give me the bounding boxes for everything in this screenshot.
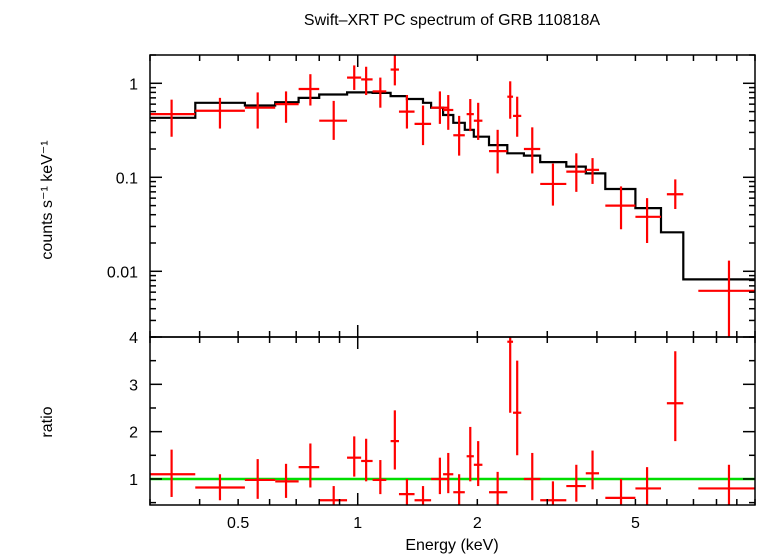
data-point [390, 55, 399, 86]
top-panel-frame [149, 54, 756, 338]
y-tick-label: 1 [129, 76, 138, 93]
data-point [585, 158, 600, 184]
data-point [666, 179, 684, 209]
data-point [431, 91, 449, 124]
top-ylabel: counts s⁻¹ keV⁻¹ [39, 140, 56, 259]
ratio-point [566, 464, 586, 502]
y-tick-label: 3 [129, 377, 138, 394]
data-point [523, 127, 541, 174]
data-point [414, 105, 432, 146]
data-point [398, 95, 415, 129]
x-tick-label: 0.5 [227, 515, 249, 532]
data-point [507, 81, 514, 119]
x-tick-label: 1 [353, 515, 362, 532]
ratio-point [466, 426, 474, 482]
ratio-point [414, 486, 432, 505]
ratio-point [319, 486, 348, 505]
data-point [605, 186, 636, 230]
top-panel-data [150, 55, 755, 337]
ratio-point [361, 438, 373, 482]
ratio-point [513, 360, 522, 456]
data-point [513, 96, 522, 137]
y-tick-label: 0.1 [116, 170, 138, 187]
ratio-point [244, 459, 276, 499]
model-step-line [150, 91, 755, 281]
data-point [488, 129, 508, 174]
plot-layer: 0.5 1 2 5 0.01 0.1 1 1 2 3 4 [107, 54, 756, 532]
data-point [443, 95, 454, 130]
ratio-point [585, 450, 600, 490]
data-point [347, 65, 362, 90]
ratio-point [347, 436, 362, 477]
ratio-point [698, 464, 755, 505]
data-point [473, 102, 483, 140]
ratio-point [372, 460, 387, 495]
data-point [298, 74, 320, 106]
data-point [566, 153, 586, 192]
ratio-point [523, 452, 541, 501]
bottom-ylabel: ratio [39, 406, 56, 437]
ratio-point [150, 449, 196, 497]
data-point [195, 97, 245, 129]
data-point [150, 99, 196, 137]
bottom-panel-frame [149, 336, 756, 506]
ratio-point [488, 471, 508, 505]
data-point [540, 163, 567, 206]
ratio-point [507, 337, 514, 413]
ratio-point [195, 474, 245, 501]
x-tick-label: 5 [631, 515, 640, 532]
y-tick-label: 1 [129, 472, 138, 489]
data-point [275, 91, 299, 123]
data-point [244, 92, 276, 129]
y-tick-label: 0.01 [107, 264, 138, 281]
data-point [372, 77, 387, 108]
ratio-point [605, 478, 636, 505]
data-point [453, 115, 465, 156]
x-axis-label: Energy (keV) [405, 537, 498, 554]
ratio-point [473, 441, 483, 487]
data-point [361, 66, 373, 96]
ratio-point [431, 457, 449, 495]
y-tick-label: 4 [129, 330, 138, 347]
bottom-panel-data [150, 337, 755, 505]
x-tick-label: 2 [473, 515, 482, 532]
ratio-point [275, 463, 299, 498]
data-point [698, 260, 755, 337]
data-point [319, 100, 348, 140]
ratio-point [635, 467, 662, 505]
chart-title: Swift–XRT PC spectrum of GRB 110818A [304, 12, 600, 29]
ratio-point [453, 474, 465, 505]
y-tick-label: 2 [129, 425, 138, 442]
ratio-point [390, 410, 399, 470]
ratio-point [443, 452, 454, 494]
data-point [466, 99, 474, 132]
ratio-point [666, 351, 684, 442]
data-point [635, 198, 662, 243]
ratio-point [298, 443, 320, 488]
ratio-point [540, 481, 567, 505]
ratio-point [398, 478, 415, 505]
